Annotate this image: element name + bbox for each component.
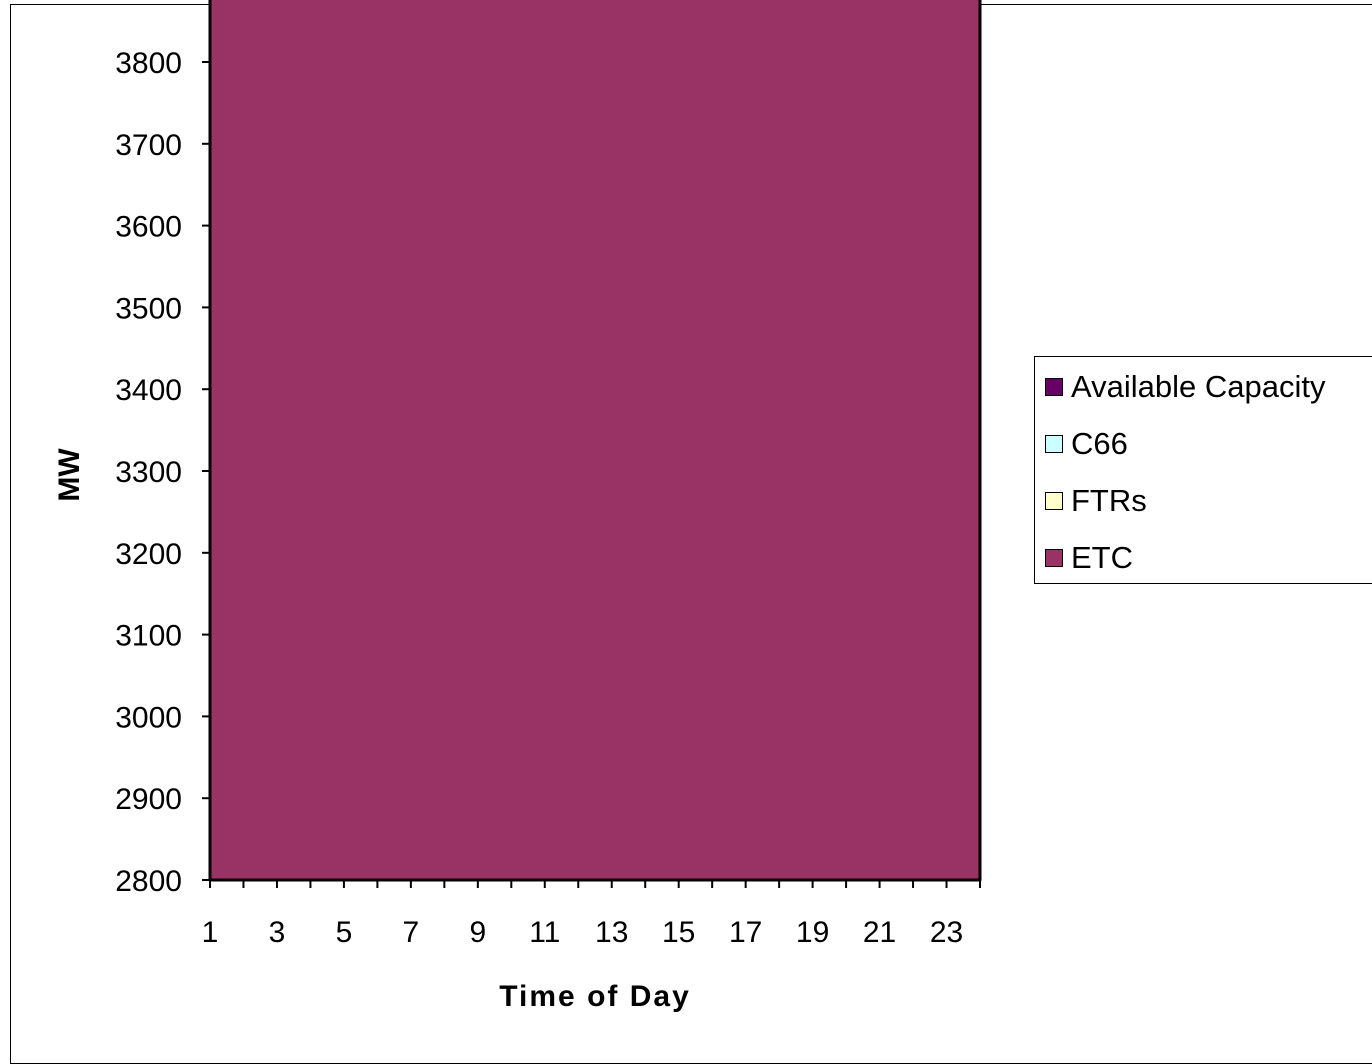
x-tick-label: 19 bbox=[796, 916, 829, 949]
axes: 2800 2900 3000 3100 3200 3300 3400 3500 3600 3700… bbox=[115, 47, 981, 949]
y-tick-label: 3100 bbox=[115, 620, 182, 653]
x-tick-label: 9 bbox=[469, 916, 486, 949]
legend-label: ETC bbox=[1071, 540, 1133, 575]
x-tick-label: 11 bbox=[529, 916, 560, 949]
legend-item-etc: ETC bbox=[1045, 538, 1133, 578]
legend-swatch-available-capacity bbox=[1045, 378, 1063, 396]
legend-item-ftrs: FTRs bbox=[1045, 481, 1147, 521]
y-tick-label: 3000 bbox=[115, 701, 182, 734]
area-series bbox=[208, 0, 982, 882]
y-tick-label: 2800 bbox=[115, 865, 182, 898]
x-tick-label: 17 bbox=[729, 916, 762, 949]
x-axis-title: Time of Day bbox=[499, 980, 691, 1013]
area-etc bbox=[208, 0, 982, 882]
x-tick-label: 3 bbox=[269, 916, 286, 949]
x-tick-label: 5 bbox=[336, 916, 353, 949]
legend-label: Available Capacity bbox=[1071, 369, 1326, 404]
x-tick-label: 7 bbox=[403, 916, 420, 949]
y-tick-label: 3400 bbox=[115, 374, 182, 407]
x-tick-label: 23 bbox=[930, 916, 963, 949]
y-axis-title: MW bbox=[53, 448, 86, 502]
legend-swatch-ftrs bbox=[1045, 492, 1063, 510]
x-tick-label: 1 bbox=[202, 916, 219, 949]
x-tick-label: 21 bbox=[863, 916, 896, 949]
y-tick-label: 3500 bbox=[115, 292, 182, 325]
legend-item-available-capacity: Available Capacity bbox=[1045, 367, 1325, 407]
legend-swatch-etc bbox=[1045, 549, 1063, 567]
y-tick-label: 3700 bbox=[115, 129, 182, 162]
legend-swatch-c66 bbox=[1045, 435, 1063, 453]
x-tick-label: 13 bbox=[595, 916, 628, 949]
y-tick-label: 3800 bbox=[115, 47, 182, 80]
y-tick-label: 2900 bbox=[115, 783, 182, 816]
legend-label: FTRs bbox=[1071, 483, 1147, 518]
y-tick-label: 3300 bbox=[115, 456, 182, 489]
x-tick-label: 15 bbox=[662, 916, 695, 949]
legend-label: C66 bbox=[1071, 426, 1128, 461]
legend-item-c66: C66 bbox=[1045, 424, 1128, 464]
y-tick-label: 3200 bbox=[115, 538, 182, 571]
y-tick-label: 3600 bbox=[115, 211, 182, 244]
legend: Available Capacity C66 FTRs ETC bbox=[1034, 356, 1372, 584]
